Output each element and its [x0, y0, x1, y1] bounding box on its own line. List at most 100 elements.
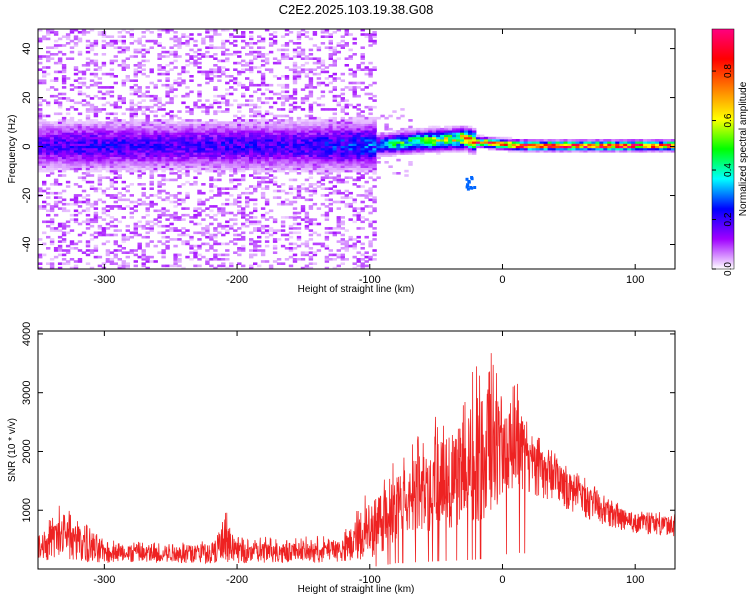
heatmap-cell [328, 249, 333, 252]
heatmap-cell [237, 103, 242, 107]
heatmap-cell [475, 136, 481, 140]
heatmap-cell [65, 77, 71, 80]
heatmap-cell [284, 75, 290, 78]
heatmap-cell [288, 158, 294, 162]
heatmap-cell [348, 121, 353, 124]
heatmap-cell [93, 105, 99, 109]
heatmap-cell [253, 169, 258, 173]
heatmap-cell [308, 105, 314, 109]
heatmap-cell [344, 154, 349, 157]
heatmap-cell [185, 143, 190, 146]
heatmap-cell [221, 29, 226, 32]
heatmap-cell [655, 145, 660, 149]
heatmap-cell [460, 145, 465, 149]
heatmap-cell [241, 224, 246, 228]
heatmap-cell [205, 161, 210, 164]
heatmap-cell [424, 147, 429, 151]
heatmap-cell [475, 145, 481, 149]
heatmap-cell [468, 143, 473, 146]
heatmap-cell [42, 121, 47, 124]
heatmap-cell [292, 211, 298, 215]
heatmap-cell [113, 176, 118, 179]
heatmap-cell [65, 97, 71, 100]
heatmap-cell [165, 158, 170, 162]
heatmap-cell [221, 110, 226, 113]
heatmap-cell [360, 145, 365, 149]
heatmap-cell [197, 119, 202, 122]
heatmap-cell [46, 202, 51, 206]
heatmap-cell [304, 145, 310, 149]
heatmap-cell [229, 154, 234, 157]
heatmap-cell [46, 141, 51, 144]
heatmap-cell [233, 238, 238, 241]
heatmap-cell [65, 158, 71, 162]
heatmap-cell [241, 59, 246, 63]
heatmap-cell [185, 154, 190, 157]
heatmap-cell [161, 121, 166, 124]
heatmap-cell [249, 83, 254, 87]
heatmap-cell [344, 196, 349, 199]
heatmap-cell [69, 105, 75, 109]
heatmap-cell [209, 121, 214, 124]
heatmap-cell [209, 216, 214, 219]
heatmap-cell [53, 196, 59, 199]
heatmap-cell [276, 185, 282, 188]
heatmap-cell [89, 134, 95, 138]
heatmap-cell [145, 143, 150, 146]
heatmap-cell [276, 77, 282, 80]
heatmap-cell [213, 99, 218, 102]
heatmap-cell [324, 258, 330, 261]
heatmap-cell [173, 123, 178, 127]
heatmap-cell [260, 136, 266, 140]
heatmap-cell [344, 205, 349, 208]
heatmap-cell [348, 143, 353, 146]
heatmap-cell [221, 211, 226, 215]
heatmap-cell [145, 108, 150, 111]
heatmap-cell [364, 121, 369, 124]
heatmap-cell [229, 92, 234, 96]
heatmap-cell [296, 194, 302, 197]
heatmap-cell [213, 165, 218, 168]
heatmap-cell [217, 231, 222, 235]
heatmap-cell [344, 156, 349, 160]
heatmap-cell [165, 147, 170, 151]
heatmap-cell [137, 94, 142, 98]
heatmap-cell [165, 55, 170, 58]
heatmap-cell [165, 224, 170, 228]
heatmap-cell [213, 127, 218, 131]
heatmap-cell [304, 147, 310, 151]
heatmap-cell [121, 123, 126, 127]
heatmap-cell [109, 169, 115, 173]
heatmap-cell [233, 178, 238, 182]
heatmap-cell [145, 255, 150, 259]
heatmap-cell [89, 249, 95, 252]
heatmap-cell [308, 154, 314, 157]
heatmap-cell [372, 66, 377, 69]
heatmap-cell [129, 172, 134, 175]
heatmap-cell [360, 29, 365, 32]
heatmap-cell [272, 42, 278, 45]
heatmap-cell [181, 158, 186, 162]
heatmap-cell [384, 116, 389, 120]
heatmap-cell [89, 105, 95, 109]
heatmap-cell [487, 147, 493, 151]
heatmap-cell [157, 136, 162, 140]
heatmap-cell [308, 233, 314, 237]
heatmap-cell [276, 143, 282, 146]
heatmap-cell [519, 143, 525, 146]
heatmap-cell [237, 141, 242, 144]
heatmap-cell [320, 154, 326, 157]
heatmap-cell [205, 167, 210, 171]
heatmap-cell [137, 88, 142, 91]
heatmap-cell [253, 220, 258, 224]
heatmap-cell [253, 209, 258, 213]
heatmap-cell [260, 251, 266, 254]
heatmap-cell [320, 176, 326, 179]
heatmap-cell [133, 233, 138, 237]
heatmap-cell [284, 161, 290, 164]
heatmap-cell [46, 46, 51, 49]
heatmap-cell [241, 176, 246, 179]
heatmap-cell [141, 68, 146, 71]
heatmap-cell [571, 143, 576, 146]
heatmap-cell [264, 59, 270, 63]
